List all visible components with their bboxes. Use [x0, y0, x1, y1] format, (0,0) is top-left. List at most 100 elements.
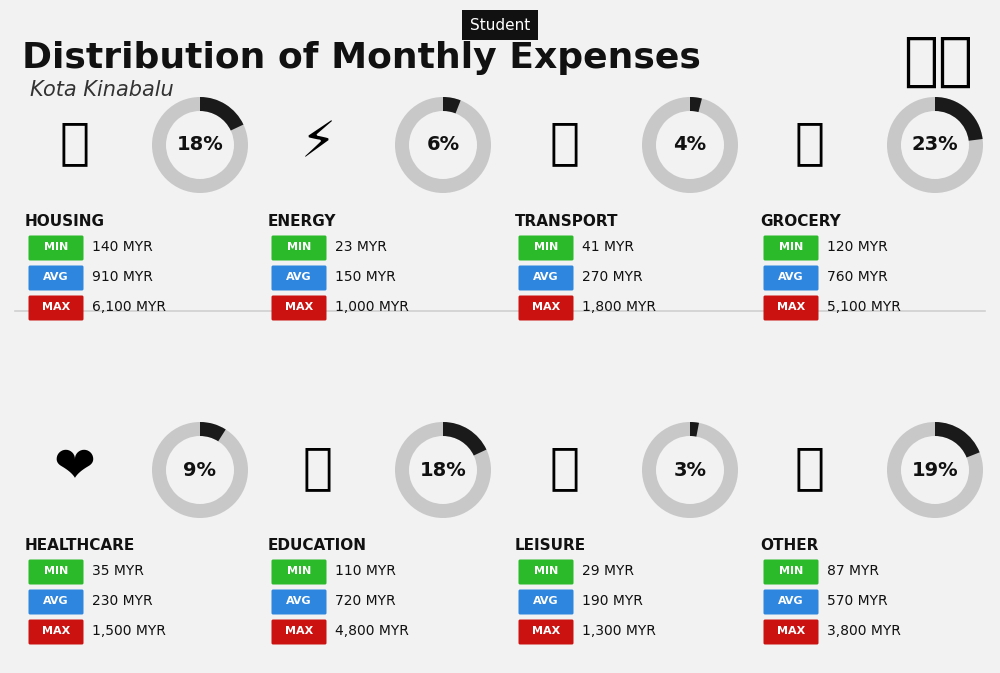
Wedge shape: [887, 97, 983, 193]
Text: 570 MYR: 570 MYR: [827, 594, 888, 608]
FancyBboxPatch shape: [272, 620, 326, 645]
Text: ❤️: ❤️: [54, 444, 96, 492]
Text: AVG: AVG: [286, 272, 312, 282]
Text: 120 MYR: 120 MYR: [827, 240, 888, 254]
Text: MAX: MAX: [42, 626, 70, 636]
FancyBboxPatch shape: [28, 559, 84, 584]
Text: 720 MYR: 720 MYR: [335, 594, 396, 608]
FancyBboxPatch shape: [28, 295, 84, 320]
Text: 87 MYR: 87 MYR: [827, 564, 879, 578]
Wedge shape: [935, 422, 980, 458]
Text: 23%: 23%: [912, 135, 958, 155]
Text: Student: Student: [470, 17, 530, 32]
Text: OTHER: OTHER: [760, 538, 818, 553]
Text: AVG: AVG: [43, 596, 69, 606]
Text: MAX: MAX: [42, 302, 70, 312]
Text: 190 MYR: 190 MYR: [582, 594, 643, 608]
Text: 4,800 MYR: 4,800 MYR: [335, 624, 409, 638]
Text: 9%: 9%: [184, 460, 216, 479]
Text: 6,100 MYR: 6,100 MYR: [92, 300, 166, 314]
Text: MAX: MAX: [532, 626, 560, 636]
Text: 6%: 6%: [426, 135, 460, 155]
FancyBboxPatch shape: [764, 236, 818, 260]
Text: ⚡: ⚡: [300, 119, 336, 167]
Text: AVG: AVG: [286, 596, 312, 606]
Text: MAX: MAX: [532, 302, 560, 312]
Text: 🇲🇾: 🇲🇾: [903, 32, 973, 90]
FancyBboxPatch shape: [764, 295, 818, 320]
Text: 23 MYR: 23 MYR: [335, 240, 387, 254]
Wedge shape: [642, 422, 738, 518]
Text: 5,100 MYR: 5,100 MYR: [827, 300, 901, 314]
Text: 110 MYR: 110 MYR: [335, 564, 396, 578]
Text: HOUSING: HOUSING: [25, 213, 105, 229]
Wedge shape: [935, 97, 983, 141]
Text: AVG: AVG: [533, 272, 559, 282]
Text: 💰: 💰: [795, 444, 825, 492]
FancyBboxPatch shape: [764, 559, 818, 584]
Text: 150 MYR: 150 MYR: [335, 270, 396, 284]
Wedge shape: [887, 422, 983, 518]
Text: 🛍️: 🛍️: [550, 444, 580, 492]
Text: AVG: AVG: [778, 596, 804, 606]
Wedge shape: [395, 97, 491, 193]
Text: HEALTHCARE: HEALTHCARE: [25, 538, 135, 553]
FancyBboxPatch shape: [28, 266, 84, 291]
Text: 🏙: 🏙: [60, 119, 90, 167]
Text: 270 MYR: 270 MYR: [582, 270, 643, 284]
FancyBboxPatch shape: [272, 559, 326, 584]
Wedge shape: [443, 422, 486, 456]
Text: AVG: AVG: [533, 596, 559, 606]
Text: Distribution of Monthly Expenses: Distribution of Monthly Expenses: [22, 41, 701, 75]
FancyBboxPatch shape: [518, 559, 574, 584]
Text: AVG: AVG: [43, 272, 69, 282]
Wedge shape: [152, 97, 248, 193]
FancyBboxPatch shape: [518, 236, 574, 260]
Text: MIN: MIN: [44, 566, 68, 576]
Text: 760 MYR: 760 MYR: [827, 270, 888, 284]
Text: MAX: MAX: [777, 302, 805, 312]
Text: Kota Kinabalu: Kota Kinabalu: [30, 80, 174, 100]
Text: 35 MYR: 35 MYR: [92, 564, 144, 578]
Text: 🛒: 🛒: [795, 119, 825, 167]
Text: 910 MYR: 910 MYR: [92, 270, 153, 284]
Wedge shape: [200, 97, 243, 131]
FancyBboxPatch shape: [272, 590, 326, 614]
FancyBboxPatch shape: [272, 295, 326, 320]
Text: 18%: 18%: [420, 460, 466, 479]
Text: 1,000 MYR: 1,000 MYR: [335, 300, 409, 314]
Wedge shape: [642, 97, 738, 193]
Text: 41 MYR: 41 MYR: [582, 240, 634, 254]
Text: GROCERY: GROCERY: [760, 213, 841, 229]
Text: ENERGY: ENERGY: [268, 213, 336, 229]
Text: 🎓: 🎓: [303, 444, 333, 492]
Text: MAX: MAX: [285, 626, 313, 636]
Text: LEISURE: LEISURE: [515, 538, 586, 553]
Wedge shape: [395, 422, 491, 518]
FancyBboxPatch shape: [518, 295, 574, 320]
Text: MAX: MAX: [777, 626, 805, 636]
FancyBboxPatch shape: [28, 620, 84, 645]
FancyBboxPatch shape: [764, 620, 818, 645]
Text: MIN: MIN: [534, 566, 558, 576]
Text: MIN: MIN: [534, 242, 558, 252]
Wedge shape: [690, 422, 699, 437]
FancyBboxPatch shape: [518, 266, 574, 291]
Wedge shape: [152, 422, 248, 518]
FancyBboxPatch shape: [272, 266, 326, 291]
FancyBboxPatch shape: [272, 236, 326, 260]
Text: 3%: 3%: [674, 460, 706, 479]
Text: 19%: 19%: [912, 460, 958, 479]
Text: 230 MYR: 230 MYR: [92, 594, 153, 608]
Text: 1,800 MYR: 1,800 MYR: [582, 300, 656, 314]
FancyBboxPatch shape: [518, 590, 574, 614]
FancyBboxPatch shape: [518, 620, 574, 645]
Text: MIN: MIN: [287, 242, 311, 252]
Wedge shape: [690, 97, 702, 112]
Text: 3,800 MYR: 3,800 MYR: [827, 624, 901, 638]
Wedge shape: [200, 422, 226, 441]
Text: EDUCATION: EDUCATION: [268, 538, 367, 553]
FancyBboxPatch shape: [764, 590, 818, 614]
Text: 1,500 MYR: 1,500 MYR: [92, 624, 166, 638]
FancyBboxPatch shape: [764, 266, 818, 291]
